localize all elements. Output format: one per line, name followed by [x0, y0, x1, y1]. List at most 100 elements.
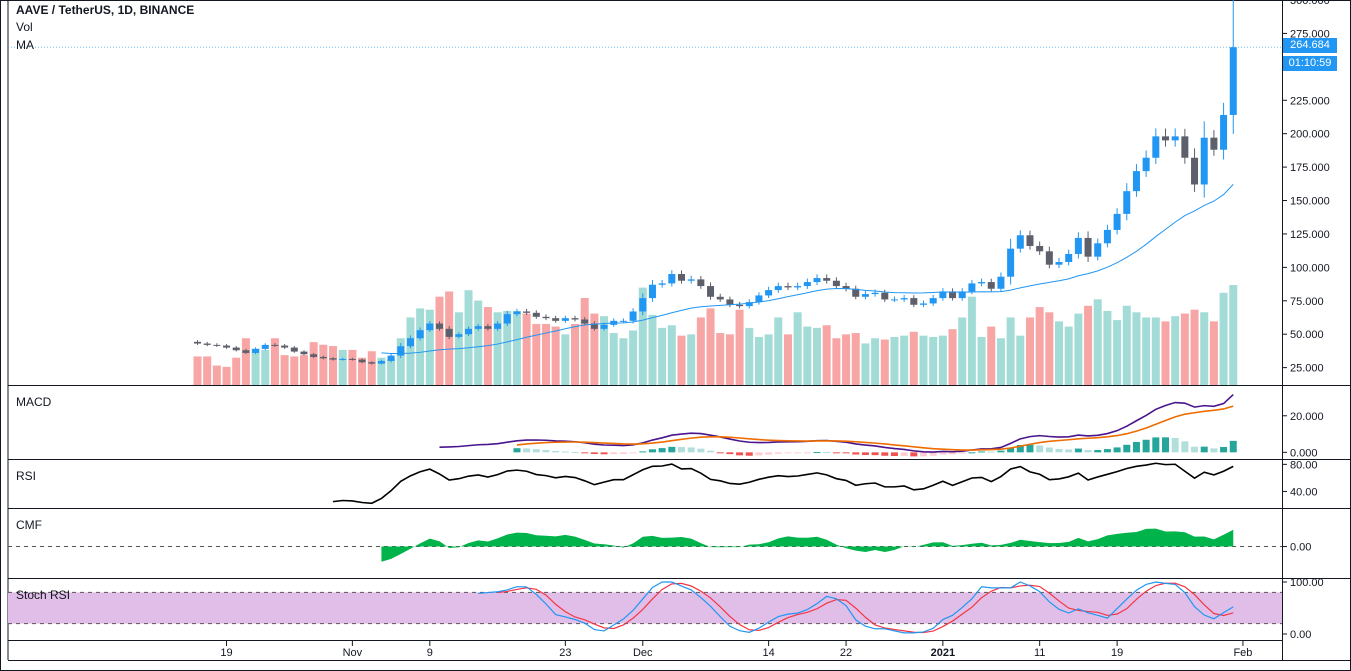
- volume-bar: [677, 335, 686, 385]
- volume-legend[interactable]: Vol: [16, 20, 33, 34]
- candle-body: [736, 304, 744, 307]
- macd-histogram-bar: [1171, 437, 1179, 453]
- volume-bar: [1180, 313, 1189, 385]
- stoch-rsi-legend[interactable]: Stoch RSI: [16, 588, 71, 602]
- volume-bar: [706, 308, 715, 385]
- candle-body: [910, 298, 918, 305]
- volume-bar: [687, 334, 696, 385]
- macd-histogram-bar: [1142, 439, 1150, 453]
- macd-histogram-bar: [745, 452, 753, 456]
- volume-bar: [1006, 317, 1015, 385]
- candle-body: [1026, 235, 1034, 246]
- macd-histogram-bar: [590, 452, 598, 454]
- macd-histogram-bar: [939, 452, 947, 455]
- volume-bar: [1064, 326, 1073, 385]
- volume-bar: [842, 334, 851, 385]
- volume-bar: [367, 351, 376, 385]
- price-ytick-label: 100.000: [1290, 262, 1330, 274]
- candle-body: [271, 344, 279, 346]
- macd-histogram-bar: [861, 452, 869, 456]
- volume-bar: [851, 333, 860, 385]
- macd-line: [439, 393, 1234, 453]
- volume-bar: [1190, 309, 1199, 385]
- macd-histogram-bar: [610, 452, 618, 455]
- xtick-label: Nov: [343, 647, 363, 659]
- volume-bar: [919, 335, 928, 385]
- cmf-legend[interactable]: CMF: [16, 518, 42, 532]
- candle-body: [1123, 191, 1131, 214]
- macd-histogram-bar: [736, 452, 744, 456]
- candle-body: [1132, 171, 1140, 192]
- cmf-area: [381, 528, 1234, 562]
- macd-histogram-bar: [949, 452, 957, 455]
- stoch-ytick-label: 0.00: [1290, 629, 1311, 641]
- macd-histogram-bar: [687, 447, 695, 453]
- macd-histogram-bar: [532, 449, 540, 453]
- last-price-badge: 264.684: [1283, 38, 1337, 53]
- candle-body: [861, 294, 869, 297]
- candle-body: [1074, 237, 1082, 254]
- volume-bar: [871, 338, 880, 385]
- price-ytick-label: 175.000: [1290, 162, 1330, 174]
- macd-histogram-bar: [571, 452, 579, 454]
- volume-bar: [1093, 299, 1102, 385]
- candle-body: [377, 360, 385, 364]
- macd-histogram-bar: [629, 452, 637, 454]
- candle-body: [532, 312, 540, 317]
- macd-histogram-bar: [668, 446, 676, 453]
- symbol-title[interactable]: AAVE / TetherUS, 1D, BINANCE: [16, 3, 195, 17]
- candle-body: [803, 282, 811, 287]
- candle-body: [348, 358, 356, 360]
- volume-bar: [1045, 312, 1054, 385]
- candle-body: [542, 316, 550, 319]
- candle-body: [1016, 235, 1024, 249]
- macd-histogram-bar: [648, 449, 656, 453]
- volume-bar: [958, 317, 967, 385]
- candle-body: [194, 341, 201, 344]
- macd-histogram-bar: [1045, 447, 1053, 453]
- volume-bar: [696, 317, 705, 385]
- xtick-label: 2021: [931, 647, 955, 659]
- xtick-label: 11: [1034, 647, 1045, 659]
- macd-legend[interactable]: MACD: [16, 395, 52, 409]
- macd-histogram-bar: [552, 450, 560, 453]
- volume-bar: [658, 327, 667, 385]
- macd-histogram-bar: [658, 448, 666, 453]
- volume-bar: [929, 336, 938, 385]
- volume-bar: [764, 334, 773, 385]
- candle-body: [639, 298, 647, 312]
- volume-bar: [493, 312, 502, 385]
- macd-histogram-bar: [765, 452, 773, 455]
- macd-histogram-bar: [1200, 446, 1208, 453]
- macd-histogram-bar: [794, 452, 802, 454]
- candle-body: [300, 351, 308, 355]
- volume-bar: [822, 325, 831, 385]
- volume-bar: [222, 366, 231, 385]
- volume-bar: [406, 317, 415, 385]
- macd-histogram-bar: [639, 451, 647, 453]
- candle-body: [745, 302, 753, 307]
- cmf-ytick-label: 0.00: [1290, 542, 1311, 554]
- macd-histogram-bar: [852, 452, 860, 455]
- rsi-line: [332, 462, 1234, 505]
- candle-body: [474, 326, 482, 329]
- volume-bar: [1171, 316, 1180, 385]
- candle-body: [1162, 136, 1169, 141]
- candle-body: [1045, 251, 1053, 265]
- xtick-label: 19: [1111, 647, 1123, 659]
- volume-bar: [996, 338, 1005, 385]
- volume-bar: [735, 309, 744, 385]
- candle-body: [920, 303, 927, 305]
- macd-histogram-bar: [1191, 446, 1199, 453]
- volume-bar: [600, 316, 609, 385]
- macd-histogram-bar: [1132, 441, 1140, 453]
- ma-legend[interactable]: MA: [16, 38, 34, 52]
- candle-body: [668, 274, 676, 284]
- candle-body: [1113, 213, 1121, 230]
- rsi-legend[interactable]: RSI: [16, 469, 37, 483]
- candle-body: [1055, 262, 1063, 265]
- candle-body: [445, 328, 453, 337]
- candle-body: [1007, 248, 1015, 277]
- candle-body: [939, 291, 947, 299]
